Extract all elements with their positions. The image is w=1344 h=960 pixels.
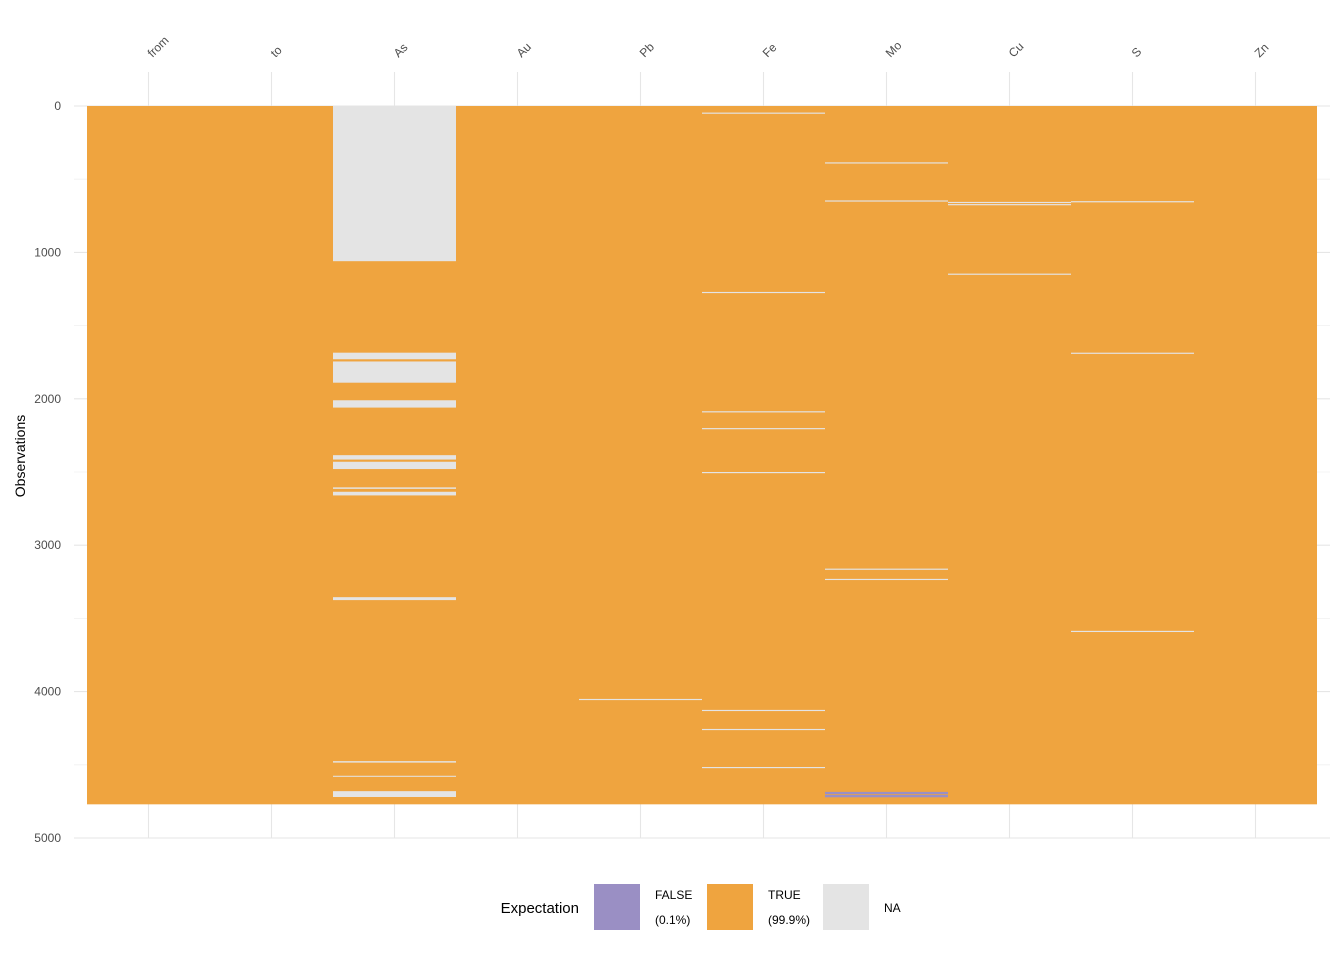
column-label-Pb: Pb (637, 40, 658, 61)
tile-column-Cu (948, 106, 1071, 805)
legend-key-false (594, 884, 640, 930)
cell-As-na (333, 491, 456, 496)
cell-As-na (333, 597, 456, 601)
tile-column-S (1071, 106, 1194, 805)
y-tick-label: 3000 (34, 538, 61, 552)
cell-Fe-na (702, 728, 825, 731)
cell-S-na (1071, 352, 1194, 354)
tile-column-to (210, 106, 333, 805)
column-label-S: S (1129, 45, 1145, 61)
cell-As-na (333, 352, 456, 360)
cell-S-na (1071, 201, 1194, 203)
tile-column-Mo (825, 106, 948, 805)
legend: Expectation FALSE (0.1%) TRUE (99.9%) NA (501, 884, 901, 930)
cell-Cu-na (948, 273, 1071, 275)
column-label-from: from (145, 33, 172, 60)
cell-Mo-na (825, 578, 948, 581)
column-label-Cu: Cu (1006, 39, 1027, 60)
cell-Cu-na (948, 204, 1071, 206)
column-label-Mo: Mo (883, 38, 905, 60)
cell-As-na (333, 487, 456, 489)
y-tick-label: 4000 (34, 685, 61, 699)
cell-As-na (333, 791, 456, 798)
legend-pct-false: (0.1%) (655, 913, 690, 927)
cell-Mo-false (825, 794, 948, 798)
cell-As-na (333, 361, 456, 383)
tile-column-from (87, 106, 210, 805)
legend-pct-true: (99.9%) (768, 913, 810, 927)
column-label-Zn: Zn (1252, 40, 1272, 60)
cell-Mo-na (825, 162, 948, 164)
cell-As-na (333, 775, 456, 777)
cell-As-na (333, 400, 456, 408)
y-axis-tick-labels: 0 1000 2000 3000 4000 5000 (34, 99, 61, 845)
y-tick-label: 2000 (34, 392, 61, 406)
column-labels: from to As Au Pb Fe Mo Cu S Zn (145, 33, 1272, 60)
cell-Mo-na (825, 568, 948, 570)
cell-S-na (1071, 630, 1194, 633)
y-tick-label: 0 (54, 99, 61, 113)
cell-Fe-na (702, 709, 825, 712)
tile-column-Pb (579, 106, 702, 805)
legend-key-na (823, 884, 869, 930)
cell-Fe-na (702, 112, 825, 114)
cell-As-na (333, 461, 456, 470)
cell-Fe-na (702, 472, 825, 474)
column-label-As: As (391, 40, 411, 60)
legend-key-true (707, 884, 753, 930)
legend-label-false: FALSE (655, 888, 692, 902)
heatmap-tiles (87, 106, 1317, 805)
cell-Mo-na (825, 200, 948, 202)
column-label-Fe: Fe (760, 40, 780, 60)
tile-column-Au (456, 106, 579, 805)
cell-As-na (333, 106, 456, 262)
y-tick-label: 1000 (34, 245, 61, 259)
column-label-Au: Au (514, 40, 534, 60)
cell-As-na (333, 761, 456, 763)
y-tick-label: 5000 (34, 831, 61, 845)
cell-Pb-na (579, 698, 702, 701)
tile-column-Fe (702, 106, 825, 805)
cell-Fe-na (702, 428, 825, 430)
y-axis-title: Observations (12, 415, 28, 497)
cell-Fe-na (702, 766, 825, 769)
legend-title: Expectation (501, 900, 579, 917)
tile-column-Zn (1194, 106, 1317, 805)
column-label-to: to (268, 43, 285, 60)
cell-Fe-na (702, 411, 825, 413)
legend-label-true: TRUE (768, 888, 801, 902)
cell-As-na (333, 455, 456, 460)
cell-Fe-na (702, 291, 825, 294)
legend-label-na: NA (884, 901, 901, 915)
cell-Cu-na (948, 201, 1071, 204)
cell-Mo-false (825, 791, 948, 795)
